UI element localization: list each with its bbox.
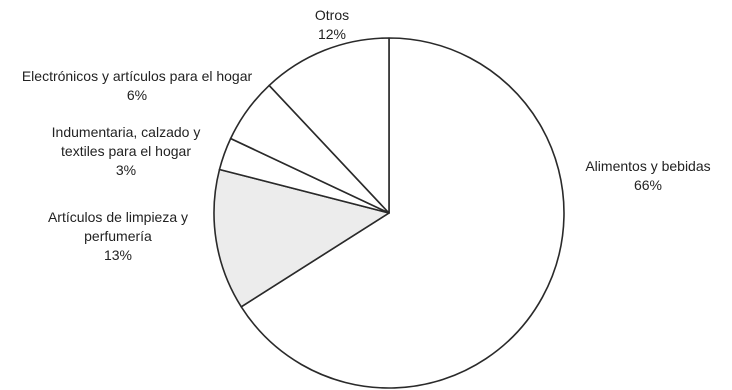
slice-label: Alimentos y bebidas 66% — [585, 158, 710, 193]
slice-name-label: perfumería — [84, 228, 152, 244]
slice-labels: Alimentos y bebidas 66% Artículos de limpi… — [22, 7, 711, 263]
slice-percent-label: 3% — [116, 162, 136, 178]
pie-slice — [213, 168, 390, 308]
pie-slices — [213, 37, 565, 389]
slice-label: Otros 12% — [315, 7, 349, 42]
slice-name-label: textiles para el hogar — [61, 143, 191, 159]
slice-percent-label: 13% — [104, 247, 132, 263]
pie-slice — [268, 37, 390, 214]
slice-label: Electrónicos y artículos para el hogar 6% — [22, 68, 253, 103]
slice-name-label: Indumentaria, calzado y — [52, 124, 201, 140]
pie-slice — [240, 37, 565, 389]
slice-percent-label: 12% — [318, 26, 346, 42]
slice-label: Artículos de limpieza y perfumería 13% — [48, 209, 188, 263]
slice-name-label: Electrónicos y artículos para el hogar — [22, 68, 253, 84]
slice-label: Indumentaria, calzado y textiles para el … — [52, 124, 201, 178]
slice-name-label: Alimentos y bebidas — [585, 158, 710, 174]
slice-percent-label: 6% — [127, 87, 147, 103]
slice-percent-label: 66% — [634, 177, 662, 193]
slice-name-label: Artículos de limpieza y — [48, 209, 188, 225]
slice-name-label: Otros — [315, 7, 349, 23]
